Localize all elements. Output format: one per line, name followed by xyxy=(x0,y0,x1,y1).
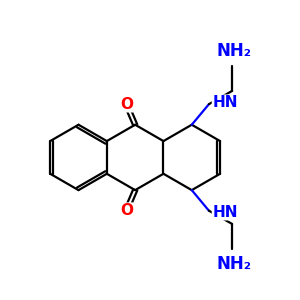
Text: NH₂: NH₂ xyxy=(216,42,251,60)
Text: O: O xyxy=(120,203,133,218)
Text: O: O xyxy=(120,97,133,112)
Text: HN: HN xyxy=(212,205,238,220)
Text: HN: HN xyxy=(212,95,238,110)
Text: NH₂: NH₂ xyxy=(216,255,251,273)
